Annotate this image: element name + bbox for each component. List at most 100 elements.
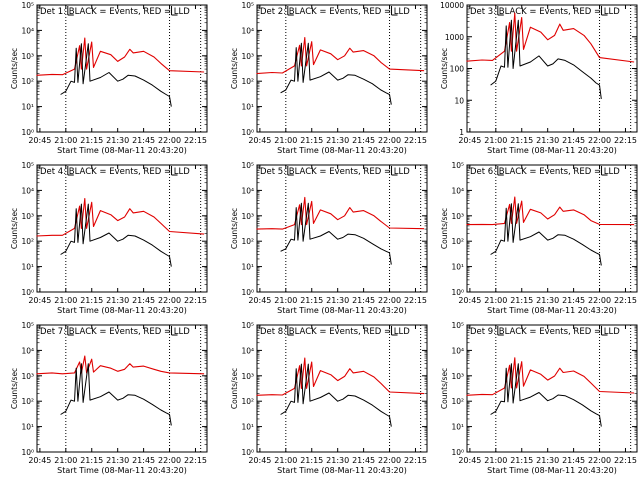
y-tick-label: 1000 [445, 33, 464, 42]
x-tick-label: 21:45 [132, 296, 155, 305]
x-tick-label: 21:30 [536, 456, 559, 465]
plot-frame [466, 324, 638, 453]
y-tick-label: 10² [241, 397, 254, 406]
x-tick-label: 22:00 [158, 296, 181, 305]
y-tick-label: 10⁵ [21, 321, 34, 330]
plot-frame [36, 4, 208, 133]
x-tick-label: 22:15 [404, 136, 427, 145]
panel-title: Det 7: BLACK = Events, RED = LLD [40, 327, 190, 337]
plot-frame [466, 4, 638, 133]
panel-title: Det 1: BLACK = Events, RED = LLD [40, 7, 190, 17]
x-tick-label: 20:45 [28, 296, 51, 305]
x-tick-label: 20:45 [458, 456, 481, 465]
x-tick-label: 21:45 [132, 136, 155, 145]
y-tick-label: 10000 [440, 1, 464, 10]
y-axis-label: Counts/sec [440, 208, 449, 249]
x-tick-label: 21:00 [484, 456, 507, 465]
x-tick-label: 21:00 [274, 296, 297, 305]
x-tick-label: 21:30 [536, 296, 559, 305]
lld-series-line [466, 12, 635, 63]
events-series-line [280, 202, 392, 265]
y-tick-label: 10¹ [241, 263, 254, 272]
x-axis-label: Start Time (08-Mar-11 20:43:20) [57, 146, 187, 155]
y-axis-label: Counts/sec [10, 48, 19, 89]
x-tick-label: 21:45 [352, 136, 375, 145]
x-tick-label: 21:15 [300, 456, 323, 465]
y-tick-label: 10³ [21, 52, 34, 61]
x-tick-label: 21:00 [54, 136, 77, 145]
y-tick-label: 10¹ [451, 423, 464, 432]
x-tick-label: 21:15 [510, 296, 533, 305]
detector-panel-1: 20:45 21:00 21:15 21:30 21:45 22:00 22:15 10⁰ 10… [10, 1, 208, 155]
y-tick-label: 10⁰ [241, 448, 254, 457]
y-tick-label: 10³ [451, 372, 464, 381]
y-tick-label: 10⁵ [21, 161, 34, 170]
plot-frame [36, 324, 208, 453]
y-axis-label: Counts/sec [230, 48, 239, 89]
detector-panel-9: 20:45 21:00 21:15 21:30 21:45 22:00 22:15 10⁰ 10… [440, 321, 638, 475]
y-axis-label: Counts/sec [10, 208, 19, 249]
panel-title: Det 8: BLACK = Events, RED = LLD [260, 327, 410, 337]
y-tick-label: 10⁴ [21, 186, 34, 195]
x-tick-label: 20:45 [458, 136, 481, 145]
lld-series-line [36, 355, 205, 375]
x-tick-label: 22:00 [158, 456, 181, 465]
y-tick-label: 10³ [451, 212, 464, 221]
x-tick-label: 21:15 [510, 456, 533, 465]
y-axis-label: Counts/sec [230, 368, 239, 409]
lld-series-line [256, 196, 425, 230]
detector-panel-3: 20:45 21:00 21:15 21:30 21:45 22:00 22:15 1 10 10… [440, 1, 638, 155]
detector-panel-6: 20:45 21:00 21:15 21:30 21:45 22:00 22:15 10⁰ 10… [440, 161, 638, 315]
y-tick-label: 10⁵ [451, 321, 464, 330]
detector-panel-7: 20:45 21:00 21:15 21:30 21:45 22:00 22:15 10⁰ 10… [10, 321, 208, 475]
x-tick-label: 22:00 [378, 296, 401, 305]
y-tick-label: 10⁰ [451, 288, 464, 297]
x-tick-label: 21:15 [300, 136, 323, 145]
y-tick-label: 100 [450, 65, 465, 74]
x-tick-label: 21:30 [106, 136, 129, 145]
y-tick-label: 10⁴ [241, 186, 254, 195]
x-tick-label: 21:30 [326, 136, 349, 145]
plot-frame [256, 4, 428, 133]
x-tick-label: 22:15 [614, 136, 637, 145]
y-tick-label: 1 [459, 128, 464, 137]
y-tick-label: 10⁰ [241, 128, 254, 137]
y-axis-label: Counts/sec [230, 208, 239, 249]
y-tick-label: 10¹ [241, 423, 254, 432]
detector-panel-8: 20:45 21:00 21:15 21:30 21:45 22:00 22:15 10⁰ 10… [230, 321, 428, 475]
y-tick-label: 10¹ [21, 423, 34, 432]
x-axis-label: Start Time (08-Mar-11 20:43:20) [277, 466, 407, 475]
y-tick-label: 10³ [241, 52, 254, 61]
y-tick-label: 10⁰ [21, 448, 34, 457]
x-tick-label: 22:15 [614, 296, 637, 305]
x-tick-label: 21:00 [54, 456, 77, 465]
lld-series-line [466, 196, 635, 226]
y-tick-label: 10⁴ [451, 186, 464, 195]
y-tick-label: 10⁵ [241, 161, 254, 170]
x-tick-label: 20:45 [28, 136, 51, 145]
events-series-line [490, 19, 602, 99]
lld-series-line [466, 357, 635, 396]
x-tick-label: 20:45 [458, 296, 481, 305]
panel-title: Det 2: BLACK = Events, RED = LLD [260, 7, 410, 17]
y-tick-label: 10⁵ [241, 321, 254, 330]
x-tick-label: 21:00 [274, 136, 297, 145]
y-tick-label: 10⁴ [21, 26, 34, 35]
y-tick-label: 10⁵ [241, 1, 254, 10]
y-tick-label: 10⁴ [451, 346, 464, 355]
x-tick-label: 21:00 [54, 296, 77, 305]
y-tick-label: 10⁰ [241, 288, 254, 297]
y-tick-label: 10² [21, 237, 34, 246]
y-tick-label: 10⁴ [241, 26, 254, 35]
y-axis-label: Counts/sec [440, 48, 449, 89]
x-tick-label: 22:15 [184, 456, 207, 465]
detector-panel-5: 20:45 21:00 21:15 21:30 21:45 22:00 22:15 10⁰ 10… [230, 161, 428, 315]
x-tick-label: 21:45 [352, 296, 375, 305]
y-tick-label: 10³ [21, 212, 34, 221]
x-axis-label: Start Time (08-Mar-11 20:43:20) [57, 466, 187, 475]
x-tick-label: 21:45 [562, 136, 585, 145]
lld-series-line [256, 37, 425, 75]
x-tick-label: 21:30 [106, 456, 129, 465]
x-tick-label: 22:15 [404, 456, 427, 465]
